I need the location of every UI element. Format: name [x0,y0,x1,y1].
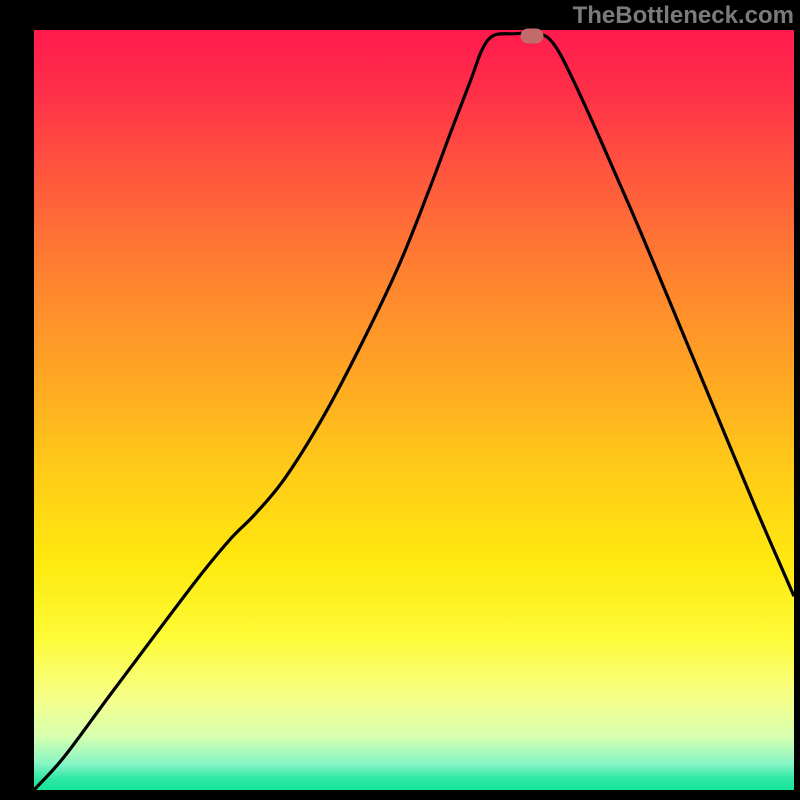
watermark-text: TheBottleneck.com [573,2,794,30]
optimum-marker [520,29,543,44]
curve-svg [34,30,794,790]
chart-container: TheBottleneck.com [0,0,800,800]
bottleneck-curve [34,33,794,790]
plot-area [34,30,794,790]
